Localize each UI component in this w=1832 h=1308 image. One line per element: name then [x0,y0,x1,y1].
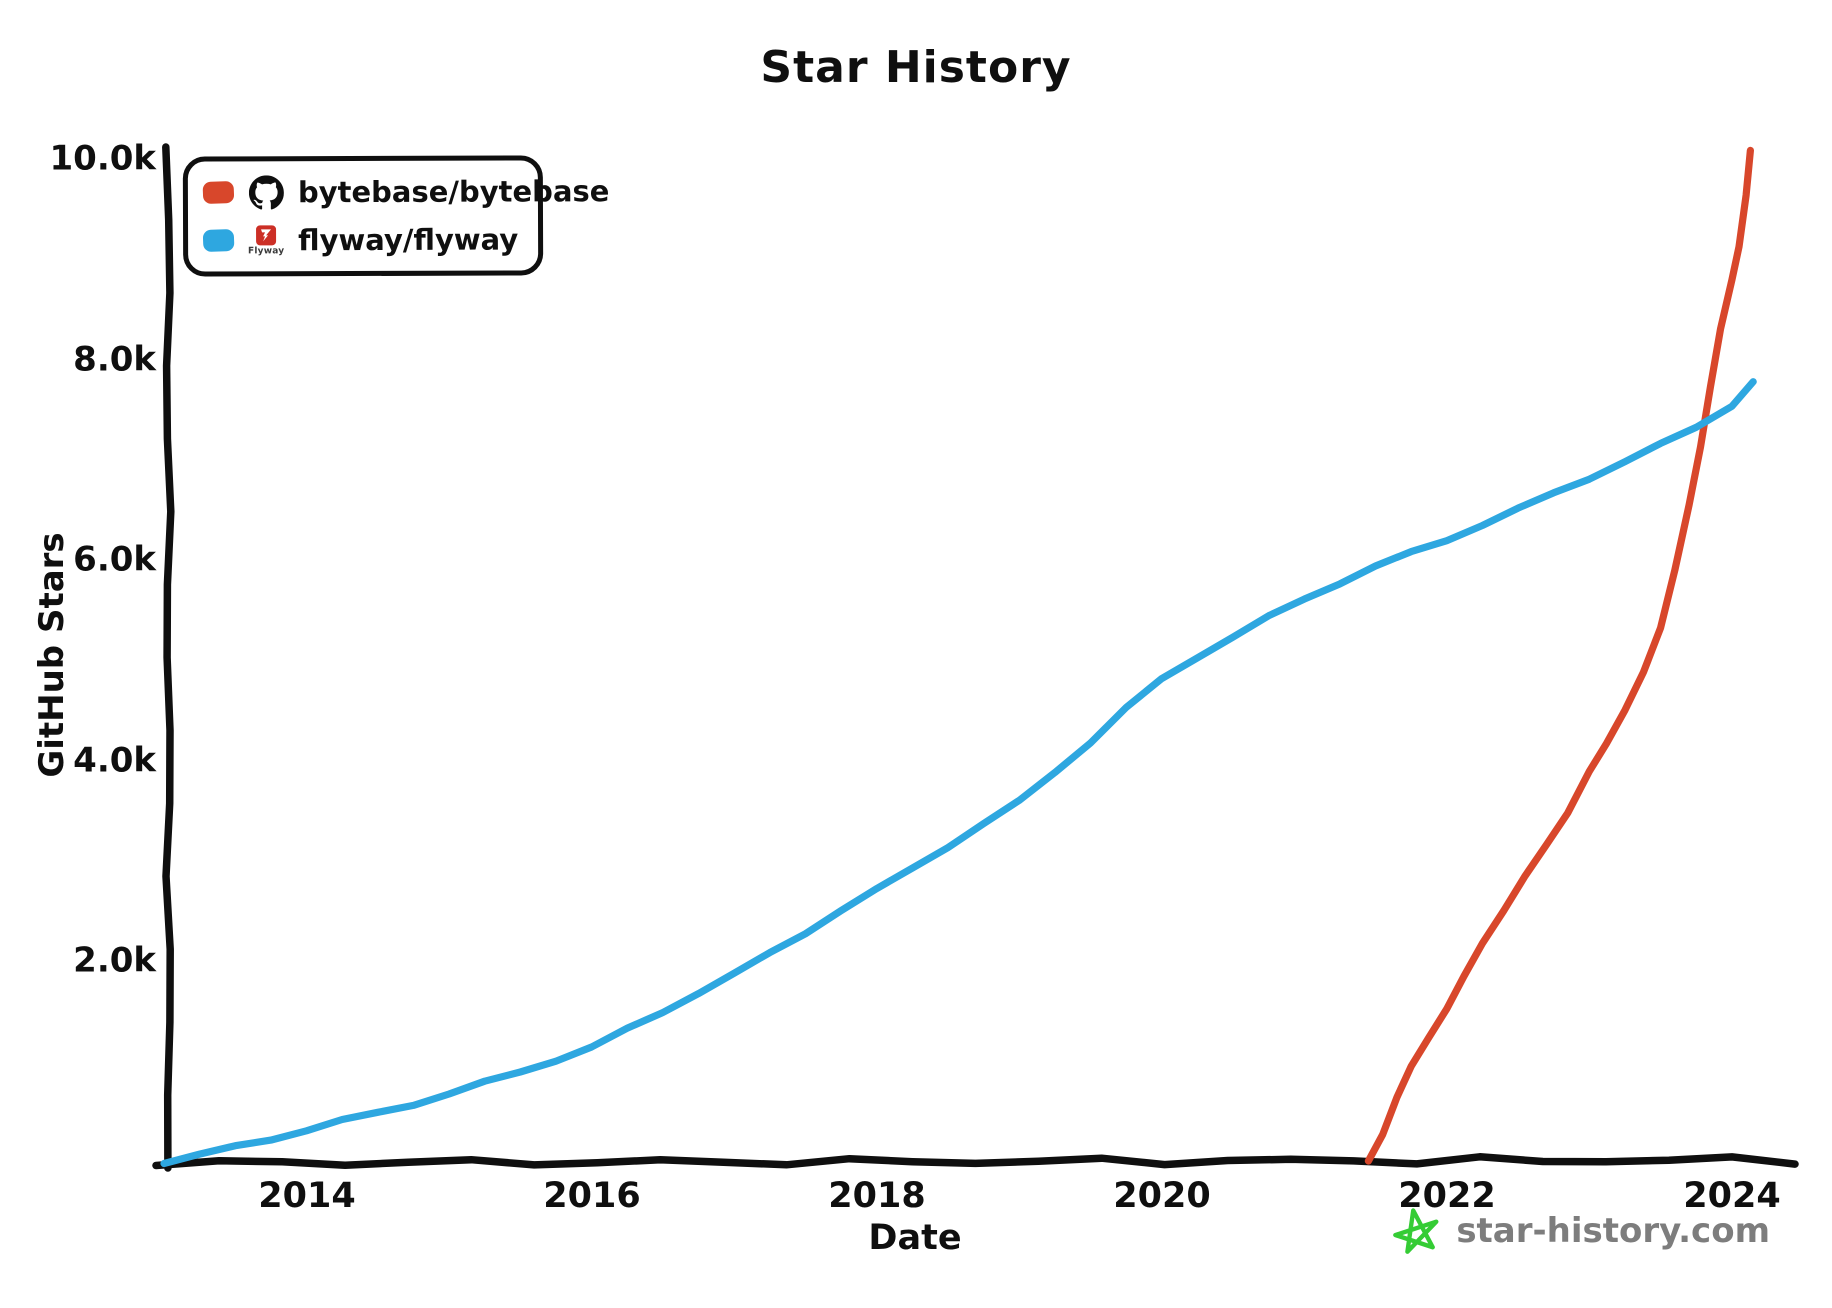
legend-item-flyway: Flyway flyway/flyway [202,217,523,262]
y-tick-label-6.0k: 6.0k [73,539,156,580]
y-tick-label-4.0k: 4.0k [73,740,156,781]
star-logo-icon [1393,1208,1439,1254]
y-tick-label-2.0k: 2.0k [73,940,156,981]
x-tick-label-2014: 2014 [258,1176,356,1216]
y-tick-label-8.0k: 8.0k [73,339,156,380]
flyway-logo-icon: Flyway [247,224,285,256]
y-tick-label-10.0k: 10.0k [49,138,157,179]
x-tick-label-2018: 2018 [828,1176,926,1216]
x-axis-title: Date [868,1218,962,1258]
legend-item-bytebase: bytebase/bytebase [202,169,609,214]
legend: bytebase/bytebase Flyway flyway/flyway [182,155,609,277]
github-octocat-icon [247,174,285,210]
legend-label-bytebase: bytebase/bytebase [297,174,610,210]
flyway-wordmark: Flyway [247,245,285,256]
x-tick-label-2024: 2024 [1683,1176,1781,1216]
x-axis-line [152,1153,1799,1170]
x-tick-label-2020: 2020 [1113,1176,1211,1216]
chart-title: Star History [760,42,1072,93]
brand-footer[interactable]: star-history.com [1392,1206,1770,1256]
legend-label-flyway: flyway/flyway [298,222,519,258]
series-line-flyway [160,378,1757,1168]
series-color-swatch-flyway [202,228,235,253]
brand-text: star-history.com [1456,1211,1770,1251]
series-line-bytebase [1364,146,1754,1165]
x-tick-label-2016: 2016 [543,1176,641,1216]
y-axis-line [162,143,175,1172]
series-color-swatch-bytebase [202,180,235,205]
